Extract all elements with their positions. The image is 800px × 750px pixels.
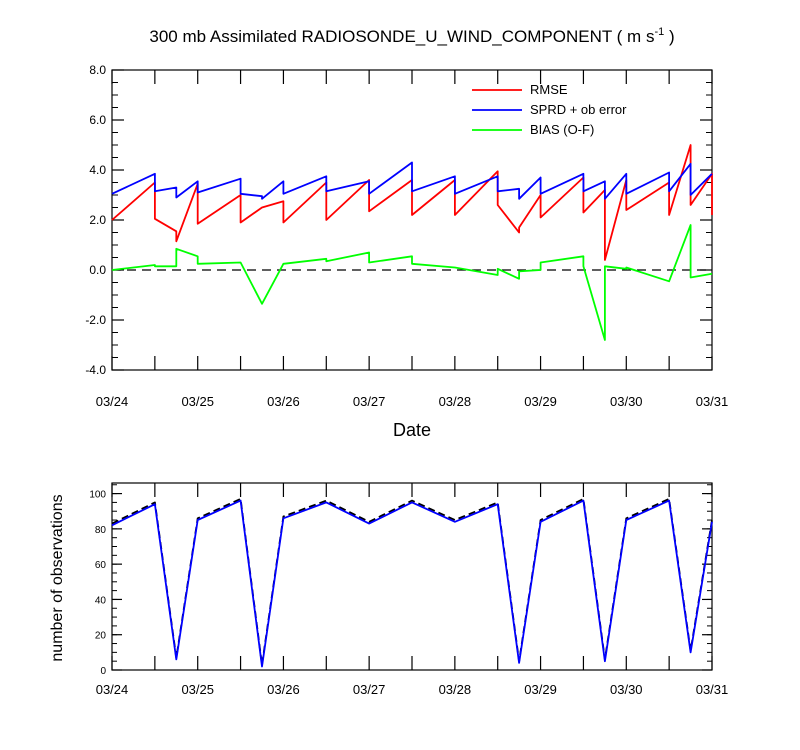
x-tick-label: 03/24 [96, 394, 129, 409]
series-line-assimilated-observations [111, 499, 713, 668]
legend-label: BIAS (O-F) [530, 122, 594, 137]
series-line-bias-o-f [111, 224, 713, 341]
chart-title: 300 mb Assimilated RADIOSONDE_U_WIND_COM… [149, 26, 674, 46]
y-tick-label: 0.0 [89, 263, 106, 277]
y-tick-label: 4.0 [89, 163, 106, 177]
top-x-axis-label: Date [393, 420, 431, 440]
x-tick-label: 03/31 [696, 682, 729, 697]
plot-frame [111, 482, 713, 671]
x-tick-label: 03/25 [181, 394, 214, 409]
x-tick-label: 03/30 [610, 394, 643, 409]
x-tick-label: 03/28 [439, 394, 472, 409]
y-tick-label: 6.0 [89, 113, 106, 127]
x-tick-label: 03/29 [524, 394, 557, 409]
x-tick-label: 03/31 [696, 394, 729, 409]
bottom-y-axis-label: number of observations [49, 494, 66, 661]
series-line-rmse [111, 144, 713, 261]
legend-label: RMSE [530, 82, 568, 97]
x-tick-label: 03/26 [267, 394, 300, 409]
title-superscript: -1 [654, 26, 664, 38]
x-tick-label: 03/28 [439, 682, 472, 697]
y-tick-label: 0 [100, 666, 106, 677]
x-tick-label: 03/29 [524, 682, 557, 697]
y-tick-label: 40 [95, 595, 107, 606]
y-tick-label: -2.0 [85, 313, 106, 327]
y-tick-label: 80 [95, 525, 107, 536]
x-tick-label: 03/27 [353, 394, 386, 409]
legend-label: SPRD + ob error [530, 102, 627, 117]
series-line-sprd-ob-error [111, 161, 713, 200]
y-tick-label: 100 [89, 490, 106, 501]
x-tick-label: 03/26 [267, 682, 300, 697]
top-plot: 03/24 03/25 03/26 03/27 03/28 03/29 03/30 03/31… [85, 63, 728, 409]
x-tick-label: 03/27 [353, 682, 386, 697]
y-tick-label: 60 [95, 560, 107, 571]
y-tick-label: 8.0 [89, 63, 106, 77]
x-tick-label: 03/25 [181, 682, 214, 697]
series-line-possible-observations [111, 497, 713, 666]
y-tick-label: 2.0 [89, 213, 106, 227]
x-tick-label: 03/24 [96, 682, 129, 697]
y-tick-label: 20 [95, 631, 107, 642]
bottom-plot: 03/24 03/25 03/26 03/27 03/28 03/29 03/30 03/31… [89, 482, 729, 697]
y-tick-label: -4.0 [85, 363, 106, 377]
x-tick-label: 03/30 [610, 682, 643, 697]
